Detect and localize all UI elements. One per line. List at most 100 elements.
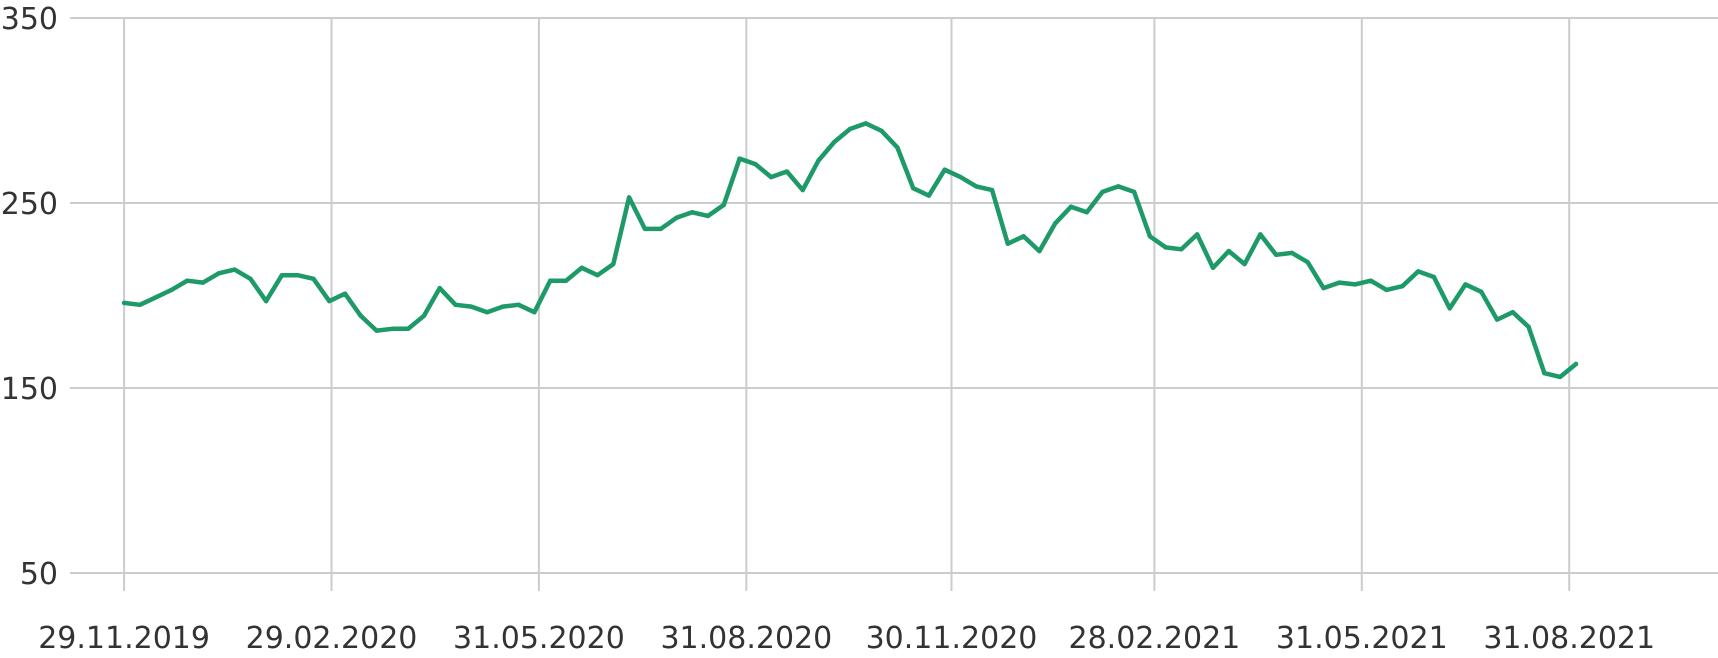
data-point — [437, 285, 442, 291]
y-tick-label: 50 — [20, 557, 58, 592]
data-point — [563, 278, 569, 283]
data-point — [232, 267, 237, 272]
x-tick-label: 31.08.2021 — [1483, 621, 1655, 656]
data-point — [737, 156, 742, 161]
data-point — [910, 186, 916, 191]
data-point — [989, 187, 995, 193]
data-point — [705, 213, 711, 219]
data-point — [753, 161, 758, 167]
data-point — [484, 309, 490, 315]
data-point — [295, 272, 300, 278]
y-tick-label: 350 — [1, 2, 58, 37]
data-point — [169, 287, 174, 293]
y-axis-ticks: 350 250 150 50 — [1, 2, 58, 592]
data-point — [1147, 234, 1153, 239]
data-point — [469, 304, 474, 309]
data-point — [1415, 269, 1421, 274]
x-tick-label: 31.05.2020 — [453, 621, 625, 656]
data-point — [690, 210, 695, 215]
data-point — [1463, 282, 1468, 287]
x-tick-label: 31.05.2021 — [1276, 621, 1448, 656]
data-point — [1305, 260, 1310, 265]
data-point — [185, 278, 190, 283]
data-point — [1431, 274, 1437, 280]
data-point — [390, 326, 395, 331]
data-point — [1052, 221, 1058, 226]
data-point — [1400, 284, 1405, 289]
data-point — [358, 313, 364, 319]
data-point — [500, 304, 506, 309]
data-point — [674, 215, 679, 220]
data-point — [248, 276, 253, 282]
data-point — [1131, 189, 1137, 195]
data-point — [327, 298, 332, 304]
data-point — [611, 261, 616, 267]
data-point — [1384, 287, 1389, 293]
data-point — [1068, 204, 1074, 209]
data-point — [1179, 247, 1184, 252]
data-point — [1100, 189, 1105, 195]
data-point — [974, 184, 979, 189]
data-point — [768, 174, 774, 180]
data-point — [1542, 371, 1547, 376]
data-point — [1037, 248, 1042, 254]
data-point — [1116, 184, 1121, 189]
x-tick-label: 31.08.2020 — [660, 621, 832, 656]
data-point — [263, 298, 269, 304]
data-point — [216, 271, 221, 276]
data-point — [816, 158, 821, 163]
data-point — [658, 226, 663, 232]
data-point — [1494, 317, 1500, 322]
data-point — [721, 202, 726, 208]
data-point — [137, 302, 143, 307]
data-point — [1321, 285, 1326, 291]
data-point — [421, 313, 427, 319]
data-point — [895, 145, 900, 150]
data-point — [579, 265, 584, 270]
data-point — [879, 128, 884, 134]
data-point — [1273, 252, 1279, 257]
data-point — [784, 169, 790, 174]
y-tick-label: 150 — [1, 372, 58, 407]
data-point — [1526, 324, 1531, 330]
data-point — [1005, 241, 1011, 246]
data-point — [1226, 248, 1231, 254]
data-point — [1258, 232, 1263, 237]
data-point — [1210, 265, 1216, 270]
gridlines — [70, 17, 1718, 591]
data-point — [453, 302, 458, 307]
data-point — [847, 126, 853, 132]
data-point — [1084, 210, 1089, 215]
x-tick-label: 29.11.2019 — [38, 621, 210, 656]
data-point — [832, 139, 837, 145]
data-point — [342, 291, 348, 296]
data-point — [405, 326, 411, 331]
data-point — [800, 187, 805, 193]
data-point — [532, 309, 537, 315]
data-point — [516, 302, 521, 307]
data-point — [626, 195, 632, 200]
series-line — [121, 121, 1579, 380]
data-point — [942, 167, 947, 172]
data-point — [1557, 374, 1563, 380]
data-point — [1479, 289, 1484, 294]
data-point — [595, 272, 600, 278]
data-point — [1573, 361, 1579, 367]
data-point — [642, 226, 648, 232]
data-point — [1289, 250, 1295, 256]
data-point — [121, 300, 127, 306]
data-point — [374, 328, 379, 333]
x-tick-label: 28.02.2021 — [1068, 621, 1240, 656]
data-point — [958, 174, 963, 180]
data-point — [1021, 234, 1026, 239]
data-point — [926, 193, 932, 198]
data-point — [1242, 261, 1247, 267]
x-tick-label: 30.11.2020 — [866, 621, 1038, 656]
y-tick-label: 250 — [1, 187, 58, 222]
data-point — [1368, 278, 1374, 283]
data-point — [1352, 282, 1358, 287]
data-point — [311, 276, 316, 282]
data-point — [1337, 280, 1342, 285]
data-point — [200, 280, 206, 285]
